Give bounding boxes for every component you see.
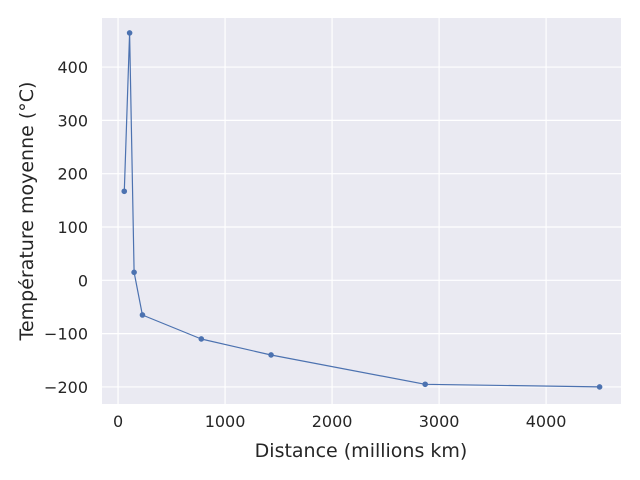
data-point xyxy=(268,352,274,358)
x-axis-label: Distance (millions km) xyxy=(255,440,468,462)
x-tick-label: 4000 xyxy=(526,412,567,431)
y-tick-label: −200 xyxy=(44,378,88,397)
x-tick-label: 0 xyxy=(113,412,123,431)
y-tick-label: 0 xyxy=(78,271,88,290)
data-point xyxy=(121,188,128,195)
x-tick-label: 3000 xyxy=(419,412,460,431)
data-point xyxy=(126,30,133,36)
tick-labels: 0 1000 2000 3000 4000 −200 −100 0 100 200 300 400 xyxy=(44,58,566,431)
y-tick-label: −100 xyxy=(44,325,88,344)
data-point xyxy=(596,384,603,390)
plot-area xyxy=(102,18,621,404)
data-point xyxy=(422,381,428,388)
x-tick-label: 1000 xyxy=(205,412,246,431)
data-point xyxy=(131,269,137,276)
y-tick-label: 100 xyxy=(57,218,88,237)
x-tick-label: 2000 xyxy=(312,412,353,431)
series-line xyxy=(123,32,600,388)
y-tick-label: 300 xyxy=(57,111,88,130)
y-tick-label: 400 xyxy=(57,58,88,77)
data-point xyxy=(139,312,146,318)
data-point xyxy=(198,336,205,342)
y-tick-label: 200 xyxy=(57,165,88,184)
series-layer xyxy=(121,30,603,390)
y-axis-label: Température moyenne (°C) xyxy=(16,82,38,342)
